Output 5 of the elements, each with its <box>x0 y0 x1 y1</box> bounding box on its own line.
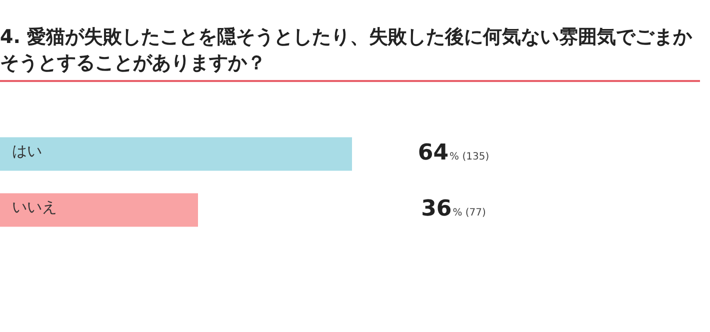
y-tick-label: はい <box>12 142 42 160</box>
y-tick-label: いいえ <box>12 198 57 216</box>
data-label: 64% (135) <box>418 140 490 166</box>
chart-title: 4. 愛猫が失敗したことを隠そうとしたり、失敗した後に何気ない雰囲気でごまかそうとすることがありますか？ <box>0 24 700 82</box>
data-label: 36% (77) <box>421 196 486 222</box>
